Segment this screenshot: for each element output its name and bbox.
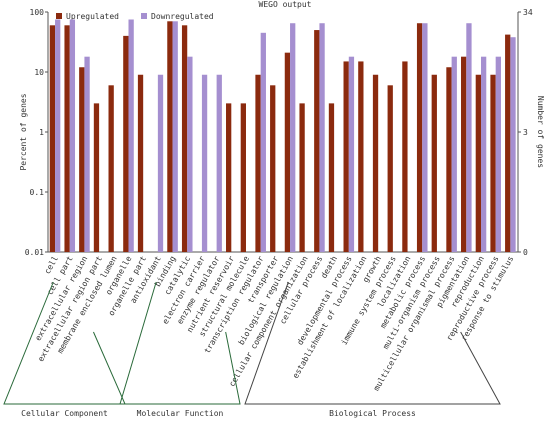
y-tick-label: 100: [30, 8, 45, 17]
y2-tick-label: 34: [523, 8, 533, 17]
bar: [466, 23, 472, 252]
bar: [475, 74, 481, 252]
y2-tick-label: 0: [523, 248, 528, 257]
chart-title: WEGO output: [259, 0, 312, 9]
bar: [167, 21, 173, 253]
bar: [510, 37, 516, 253]
bar: [201, 74, 208, 252]
bar: [79, 67, 85, 253]
bar: [108, 85, 114, 252]
group-label: Molecular Function: [137, 409, 224, 418]
bar: [255, 74, 261, 252]
y-tick-label: 1: [39, 128, 44, 137]
bar: [402, 61, 408, 252]
bar: [314, 30, 320, 253]
bar: [64, 25, 70, 252]
legend-label: Upregulated: [66, 12, 119, 21]
bar: [128, 19, 134, 253]
bar: [284, 52, 291, 253]
y2-tick-label: 3: [523, 128, 528, 137]
bar: [490, 74, 496, 252]
bar: [260, 32, 266, 252]
bar: [226, 103, 232, 252]
bar: [348, 56, 355, 252]
bar: [387, 85, 393, 252]
group-label: Cellular Component: [21, 409, 108, 418]
bar: [181, 25, 188, 252]
bar: [358, 61, 364, 252]
y-tick-label: 0.1: [30, 188, 45, 197]
bar: [451, 56, 457, 252]
bar: [461, 56, 467, 252]
legend-swatch: [56, 13, 62, 19]
y2-axis-label: Number of genes: [536, 96, 545, 168]
group-bracket: [244, 281, 501, 405]
bar: [299, 103, 305, 252]
bar: [422, 23, 428, 252]
bar: [172, 21, 178, 253]
bar: [69, 19, 76, 253]
group-bracket: [119, 281, 241, 405]
legend-label: Downregulated: [151, 12, 214, 21]
y-tick-label: 10: [34, 68, 44, 77]
group-bracket: [3, 281, 126, 405]
bar: [157, 74, 164, 252]
legend-swatch: [141, 13, 147, 19]
bar: [240, 103, 246, 252]
bar: [319, 23, 325, 252]
bar: [416, 23, 423, 252]
bar: [505, 34, 511, 252]
bar: [372, 74, 379, 252]
bar: [328, 103, 335, 252]
bar: [55, 19, 61, 253]
bar: [123, 35, 129, 252]
bar: [270, 85, 276, 252]
bar: [49, 25, 56, 252]
bar: [480, 56, 487, 252]
bar: [187, 56, 193, 252]
bar: [495, 56, 501, 252]
bar: [343, 61, 349, 252]
y-axis-label: Percent of genes: [19, 93, 28, 170]
bar: [93, 103, 100, 252]
bar: [290, 23, 296, 252]
bar: [431, 74, 437, 252]
bar: [446, 67, 452, 253]
y-tick-label: 0.01: [25, 248, 44, 257]
group-label: Biological Process: [329, 409, 416, 418]
bar: [137, 74, 144, 252]
bar: [84, 56, 90, 252]
bar: [216, 74, 222, 252]
